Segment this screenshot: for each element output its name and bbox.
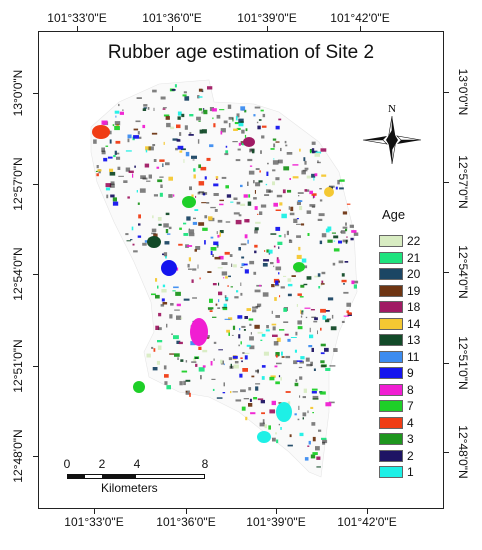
legend-label: 11 <box>407 349 420 364</box>
legend-swatch <box>379 466 403 478</box>
legend-label: 8 <box>407 382 414 397</box>
tick-mark <box>444 363 449 364</box>
lat-label-right: 12°48'0"N <box>456 425 470 479</box>
lat-label-right: 12°57'0"N <box>456 155 470 209</box>
tick-mark <box>444 182 449 183</box>
lon-label-bottom: 101°36'0"E <box>156 515 216 529</box>
lat-label-right: 12°54'0"N <box>456 245 470 299</box>
legend-swatch <box>379 301 403 313</box>
north-arrow-icon: N <box>362 103 422 165</box>
legend-label: 2 <box>407 448 414 463</box>
rubber-plantation-map <box>90 79 359 478</box>
legend-label: 20 <box>407 267 421 281</box>
legend-label: 1 <box>407 465 414 479</box>
tick-mark <box>33 274 38 275</box>
legend-swatch <box>379 433 403 445</box>
lat-label-right: 12°51'0"N <box>456 336 470 390</box>
legend-title: Age <box>382 207 406 222</box>
lon-label-top: 101°39'0"E <box>237 11 297 25</box>
legend-swatch <box>379 334 403 346</box>
tick-mark <box>33 366 38 367</box>
legend-label: 19 <box>407 283 421 298</box>
legend-swatch <box>379 284 403 297</box>
legend-label: 3 <box>407 432 414 446</box>
lon-label-bottom: 101°39'0"E <box>246 515 306 529</box>
north-arrow-label: N <box>388 103 396 115</box>
lat-label-left: 12°48'0"N <box>11 429 25 483</box>
scale-unit: Kilometers <box>101 481 158 495</box>
map-frame: Rubber age estimation of Site 2 N Age 22… <box>38 31 444 509</box>
tick-mark <box>33 93 38 94</box>
tick-mark <box>444 92 449 93</box>
lon-label-bottom: 101°33'0"E <box>64 515 124 529</box>
legend-label: 22 <box>407 234 421 248</box>
tick-mark <box>360 26 361 31</box>
lat-label-left: 12°54'0"N <box>11 247 25 301</box>
legend-swatch <box>379 416 403 429</box>
tick-mark <box>94 509 95 514</box>
legend-label: 13 <box>407 333 421 347</box>
tick-mark <box>276 509 277 514</box>
legend-swatch <box>379 449 403 462</box>
tick-mark <box>77 26 78 31</box>
legend-swatch <box>379 400 403 412</box>
lon-label-top: 101°42'0"E <box>330 11 390 25</box>
tick-mark <box>367 509 368 514</box>
lon-label-top: 101°33'0"E <box>47 11 107 25</box>
tick-mark <box>172 26 173 31</box>
lat-label-left: 13°0'0"N <box>11 69 25 117</box>
legend-swatch <box>379 235 403 247</box>
lat-label-right: 13°0'0"N <box>456 68 470 116</box>
scale-tick-0: 0 <box>63 457 71 471</box>
lat-label-left: 12°51'0"N <box>11 339 25 393</box>
legend-swatch <box>379 268 403 280</box>
scale-bar: 0 2 4 8 Kilometers <box>63 457 209 497</box>
scale-tick-4: 4 <box>133 457 141 471</box>
tick-mark <box>33 456 38 457</box>
scale-tick-8: 8 <box>201 457 209 471</box>
legend-label: 21 <box>407 250 421 265</box>
legend-label: 4 <box>407 415 414 430</box>
legend-swatch <box>379 383 403 396</box>
legend-label: 9 <box>407 366 414 380</box>
legend-label: 7 <box>407 399 414 413</box>
lon-label-top: 101°36'0"E <box>142 11 202 25</box>
legend-swatch <box>379 251 403 264</box>
legend-label: 14 <box>407 316 421 331</box>
legend-swatch <box>379 350 403 363</box>
tick-mark <box>444 272 449 273</box>
legend-label: 18 <box>407 300 421 314</box>
lat-label-left: 12°57'0"N <box>11 157 25 211</box>
tick-mark <box>267 26 268 31</box>
tick-mark <box>444 452 449 453</box>
legend-swatch <box>379 317 403 330</box>
map-title: Rubber age estimation of Site 2 <box>107 42 375 63</box>
tick-mark <box>186 509 187 514</box>
scale-tick-2: 2 <box>98 457 106 471</box>
legend-swatch <box>379 367 403 379</box>
lon-label-bottom: 101°42'0"E <box>337 515 397 529</box>
tick-mark <box>33 184 38 185</box>
